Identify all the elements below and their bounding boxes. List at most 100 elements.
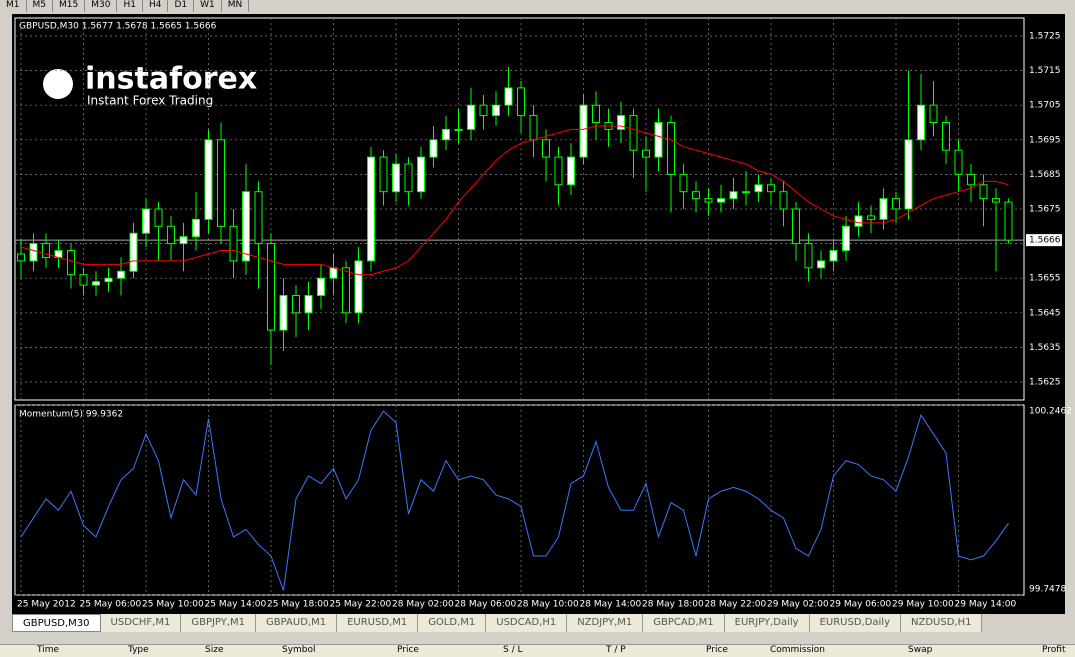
timeframe-button[interactable]: W1 <box>194 0 222 12</box>
column-header[interactable]: Swap <box>908 645 933 655</box>
column-header[interactable]: Price <box>706 645 728 655</box>
candle-body <box>867 215 875 220</box>
y-tick-label: 1.5695 <box>1029 135 1061 145</box>
logo-name: instaforex <box>85 62 257 97</box>
x-tick-label: 25 May 06:00 <box>80 600 142 610</box>
timeframe-button[interactable]: D1 <box>168 0 195 12</box>
timeframe-button[interactable]: MN <box>222 0 250 12</box>
momentum-line <box>20 410 1009 591</box>
timeframe-button[interactable]: M5 <box>27 0 53 12</box>
x-tick-label: 25 May 10:00 <box>142 600 204 610</box>
candle-body <box>92 281 100 286</box>
candle-body <box>567 156 575 186</box>
symbol-tab[interactable]: EURJPY,Daily <box>724 614 810 632</box>
candle-body <box>379 156 388 193</box>
candle-body <box>929 104 938 123</box>
timeframe-button[interactable]: H4 <box>143 0 169 12</box>
timeframe-button[interactable]: M15 <box>53 0 86 12</box>
timeframe-button[interactable]: M30 <box>85 0 118 12</box>
y-tick-label: 1.5675 <box>1029 205 1061 215</box>
candle-body <box>17 253 25 262</box>
candle-body <box>104 277 113 283</box>
candle-body <box>779 191 788 210</box>
candle-body <box>67 250 75 276</box>
symbol-tab[interactable]: NZDUSD,H1 <box>901 614 983 632</box>
candle-body <box>454 128 463 131</box>
candle-body <box>829 250 838 262</box>
symbol-tab[interactable]: EURUSD,M1 <box>337 614 419 632</box>
candle-body <box>517 87 525 117</box>
column-header[interactable]: Type <box>128 645 149 655</box>
candle-body <box>942 121 950 151</box>
candle-body <box>792 208 800 245</box>
candle-body <box>817 260 825 269</box>
column-header[interactable]: Price <box>397 645 419 655</box>
candle-body <box>192 218 200 238</box>
timeframe-button[interactable]: H1 <box>117 0 143 12</box>
candle-body <box>592 104 600 123</box>
timeframe-toolbar: M1 M5 M15 M30 H1 H4 D1 W1 MN <box>0 0 250 12</box>
candle-body <box>267 243 275 331</box>
column-header[interactable]: Profit <box>1042 645 1066 655</box>
candle-body <box>329 267 338 279</box>
symbol-tab[interactable]: USDCHF,M1 <box>100 614 182 632</box>
candle-body <box>254 191 263 245</box>
symbol-tab[interactable]: USDCAD,H1 <box>486 614 568 632</box>
candle-body <box>392 163 400 193</box>
y-tick-label: 1.5635 <box>1029 343 1061 353</box>
symbol-tab[interactable]: GBPCAD,M1 <box>643 614 725 632</box>
symbol-tab[interactable]: GBPAUD,M1 <box>256 614 338 632</box>
column-header[interactable]: S / L <box>503 645 523 655</box>
indicator-panel-frame <box>14 404 1025 596</box>
candle-body <box>579 104 588 158</box>
logo-icon <box>43 69 73 99</box>
candle-body <box>629 115 638 151</box>
last-price-box <box>1026 234 1062 247</box>
candle-body <box>992 198 1000 203</box>
x-tick-label: 28 May 10:00 <box>517 600 579 610</box>
x-tick-label: 28 May 14:00 <box>580 600 642 610</box>
column-header[interactable]: Symbol <box>282 645 316 655</box>
x-tick-label: 28 May 18:00 <box>642 600 704 610</box>
candle-body <box>417 156 425 193</box>
candle-body <box>29 243 38 262</box>
candle-body <box>292 295 300 314</box>
column-header[interactable]: T / P <box>606 645 626 655</box>
column-header[interactable]: Commission <box>770 645 825 655</box>
y-tick-label: 1.5715 <box>1029 66 1061 76</box>
x-tick-label: 28 May 02:00 <box>392 600 454 610</box>
candle-body <box>442 128 450 141</box>
y-tick-label: 1.5705 <box>1029 101 1061 111</box>
candle-body <box>804 243 813 269</box>
column-header[interactable]: Size <box>205 645 224 655</box>
candle-body <box>154 208 163 227</box>
x-tick-label: 25 May 2012 <box>17 600 76 610</box>
candle-body <box>967 173 975 186</box>
symbol-tab[interactable]: NZDJPY,M1 <box>567 614 644 632</box>
candle-body <box>179 236 188 245</box>
symbol-tab[interactable]: GBPUSD,M30 <box>12 614 101 632</box>
candle-body <box>704 198 713 203</box>
candle-body <box>354 260 363 314</box>
symbol-tab[interactable]: GBPJPY,M1 <box>181 614 257 632</box>
column-header[interactable]: Time <box>37 645 60 655</box>
candle-body <box>217 139 225 227</box>
candle-body <box>692 191 700 200</box>
symbol-tab[interactable]: EURUSD,Daily <box>809 614 901 632</box>
candle-body <box>954 149 963 175</box>
symbol-tab[interactable]: GOLD,M1 <box>418 614 487 632</box>
candle-body <box>717 198 725 203</box>
candle-body <box>754 184 763 193</box>
x-tick-label: 28 May 06:00 <box>455 600 517 610</box>
candle-body <box>767 184 775 193</box>
candle-body <box>654 121 663 158</box>
candle-body <box>129 232 138 272</box>
timeframe-button[interactable]: M1 <box>0 0 27 12</box>
trade-columns: Time Type Size Symbol Price S / L T / P Price Co… <box>0 644 1075 657</box>
chart-title: GBPUSD,M30 1.5677 1.5678 1.5665 1.5666 <box>19 22 217 32</box>
candle-body <box>42 243 50 258</box>
indicator-title: Momentum(5) 99.9362 <box>19 410 123 420</box>
y-tick-label: 1.5625 <box>1029 378 1061 388</box>
x-tick-label: 25 May 14:00 <box>205 600 267 610</box>
